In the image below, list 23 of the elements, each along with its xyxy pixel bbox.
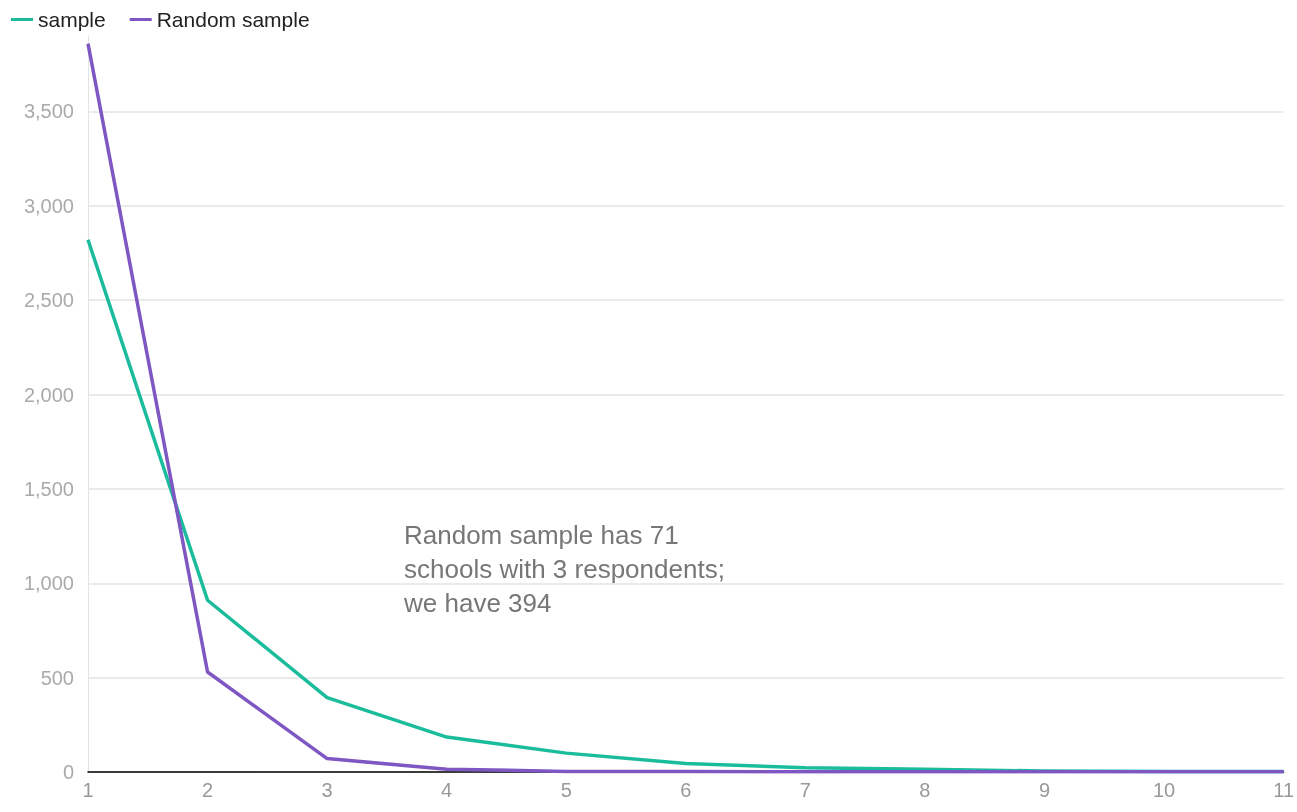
- x-tick-label: 1: [82, 779, 94, 801]
- x-tick-label: 4: [441, 779, 453, 801]
- x-tick-label: 11: [1273, 779, 1294, 801]
- x-tick-label: 6: [680, 779, 692, 801]
- x-tick-label: 10: [1152, 779, 1176, 801]
- legend-label: Random sample: [156, 8, 310, 31]
- line-series: [86, 41, 1286, 774]
- x-tick-label: 3: [321, 779, 333, 801]
- y-tick-label: 0: [62, 761, 74, 783]
- x-tick-label: 7: [799, 779, 811, 801]
- y-tick-label: 2,500: [23, 289, 74, 312]
- y-tick-label: 1,000: [23, 572, 74, 595]
- x-tick-label: 5: [560, 779, 572, 801]
- legend-label: sample: [38, 8, 106, 31]
- x-tick-label: 2: [202, 779, 214, 801]
- annotation: Random sample has 71 schools with 3 respondents; we have 394: [403, 520, 725, 618]
- x-tick-label: 9: [1038, 779, 1051, 801]
- y-tick-label: 2,000: [23, 383, 74, 406]
- y-tick-label: 500: [40, 666, 74, 689]
- y-tick-label: 3,500: [23, 100, 74, 123]
- x-tick-label: 8: [919, 779, 931, 801]
- y-tick-label: 1,500: [23, 477, 74, 500]
- y-tick-label: 3,000: [23, 194, 74, 217]
